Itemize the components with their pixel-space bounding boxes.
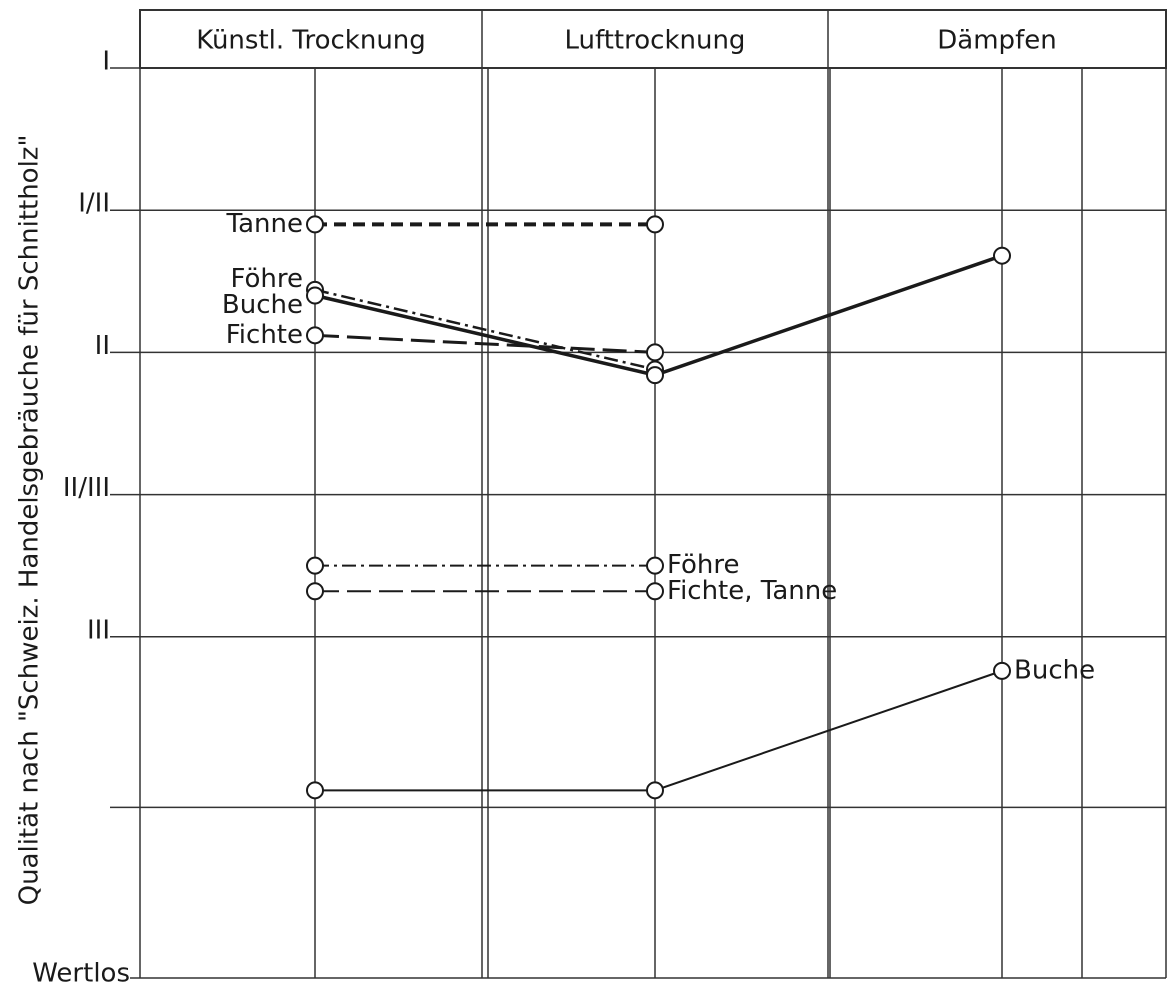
series-label: Tanne bbox=[226, 209, 303, 239]
series-line bbox=[314, 333, 656, 354]
data-point bbox=[646, 781, 664, 800]
data-point bbox=[993, 246, 1011, 265]
x-tick-label: Dämpfen bbox=[937, 26, 1056, 56]
series-label: Fichte, Tanne bbox=[667, 576, 837, 606]
y-tick-label: III bbox=[87, 615, 110, 645]
data-point bbox=[646, 366, 664, 385]
data-point bbox=[306, 556, 324, 575]
data-point bbox=[306, 781, 324, 800]
series-label: Buche bbox=[222, 290, 303, 320]
x-tick-label: Lufttrocknung bbox=[565, 26, 746, 56]
data-point bbox=[646, 582, 664, 601]
data-point bbox=[306, 582, 324, 601]
y-tick-label: II bbox=[95, 331, 110, 361]
data-point bbox=[306, 286, 324, 305]
data-point bbox=[646, 343, 664, 362]
series-line bbox=[314, 288, 656, 371]
y-axis-label: Qualität nach "Schweiz. Handelsgebräuche… bbox=[15, 135, 45, 906]
data-point bbox=[646, 215, 664, 234]
y-tick-label: Wertlos bbox=[32, 959, 130, 989]
y-tick-label: II/III bbox=[63, 473, 110, 503]
y-tick-label: I/II bbox=[78, 189, 110, 219]
series-label: Buche bbox=[1014, 655, 1095, 685]
data-point bbox=[993, 661, 1011, 680]
x-tick-label: Künstl. Trocknung bbox=[196, 26, 426, 56]
data-point bbox=[306, 215, 324, 234]
data-point bbox=[306, 326, 324, 345]
data-point bbox=[646, 556, 664, 575]
series-label: Föhre bbox=[667, 550, 740, 580]
series-label: Fichte bbox=[226, 320, 303, 350]
series-label: Föhre bbox=[230, 264, 303, 294]
series-line bbox=[315, 669, 1003, 792]
y-tick-label: I bbox=[102, 47, 110, 77]
